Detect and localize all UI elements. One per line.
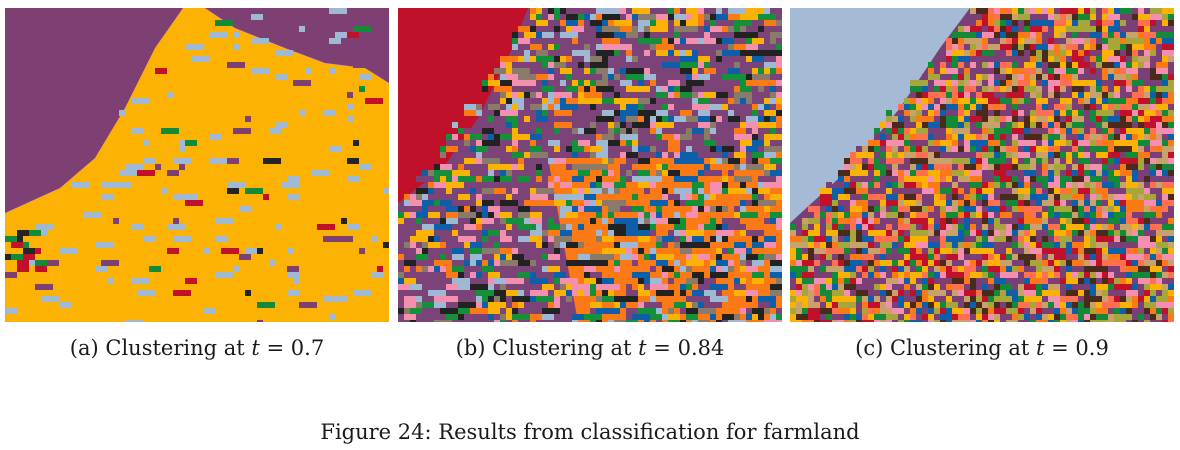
caption-c-symbol: t: [1036, 336, 1045, 360]
caption-b-symbol: t: [638, 336, 647, 360]
caption-b-value: 0.84: [677, 336, 725, 360]
caption-a-symbol: t: [251, 336, 260, 360]
caption-c-label: (c): [855, 336, 884, 360]
caption-a-relation: =: [259, 336, 291, 360]
caption-b-label: (b): [455, 336, 486, 360]
caption-c-relation: =: [1044, 336, 1076, 360]
panel-a-image: [5, 8, 389, 322]
panel-c-image: [790, 8, 1174, 322]
caption-b-relation: =: [646, 336, 678, 360]
panel-b-image: [398, 8, 782, 322]
caption-a: (a) Clustering at t = 0.7: [5, 336, 389, 360]
figure-text: Results from classification for farmland: [438, 420, 860, 444]
caption-c: (c) Clustering at t = 0.9: [790, 336, 1174, 360]
figure-label: Figure 24:: [320, 420, 432, 444]
clustering-map-b: [398, 8, 782, 322]
caption-a-label: (a): [69, 336, 99, 360]
caption-c-text: Clustering at: [890, 336, 1037, 360]
caption-a-value: 0.7: [290, 336, 325, 360]
caption-a-text: Clustering at: [105, 336, 252, 360]
clustering-map-a: [5, 8, 389, 322]
figure-caption: Figure 24: Results from classification f…: [0, 420, 1180, 444]
caption-c-value: 0.9: [1075, 336, 1109, 360]
clustering-map-c: [790, 8, 1174, 322]
caption-b: (b) Clustering at t = 0.84: [398, 336, 782, 360]
caption-b-text: Clustering at: [492, 336, 639, 360]
